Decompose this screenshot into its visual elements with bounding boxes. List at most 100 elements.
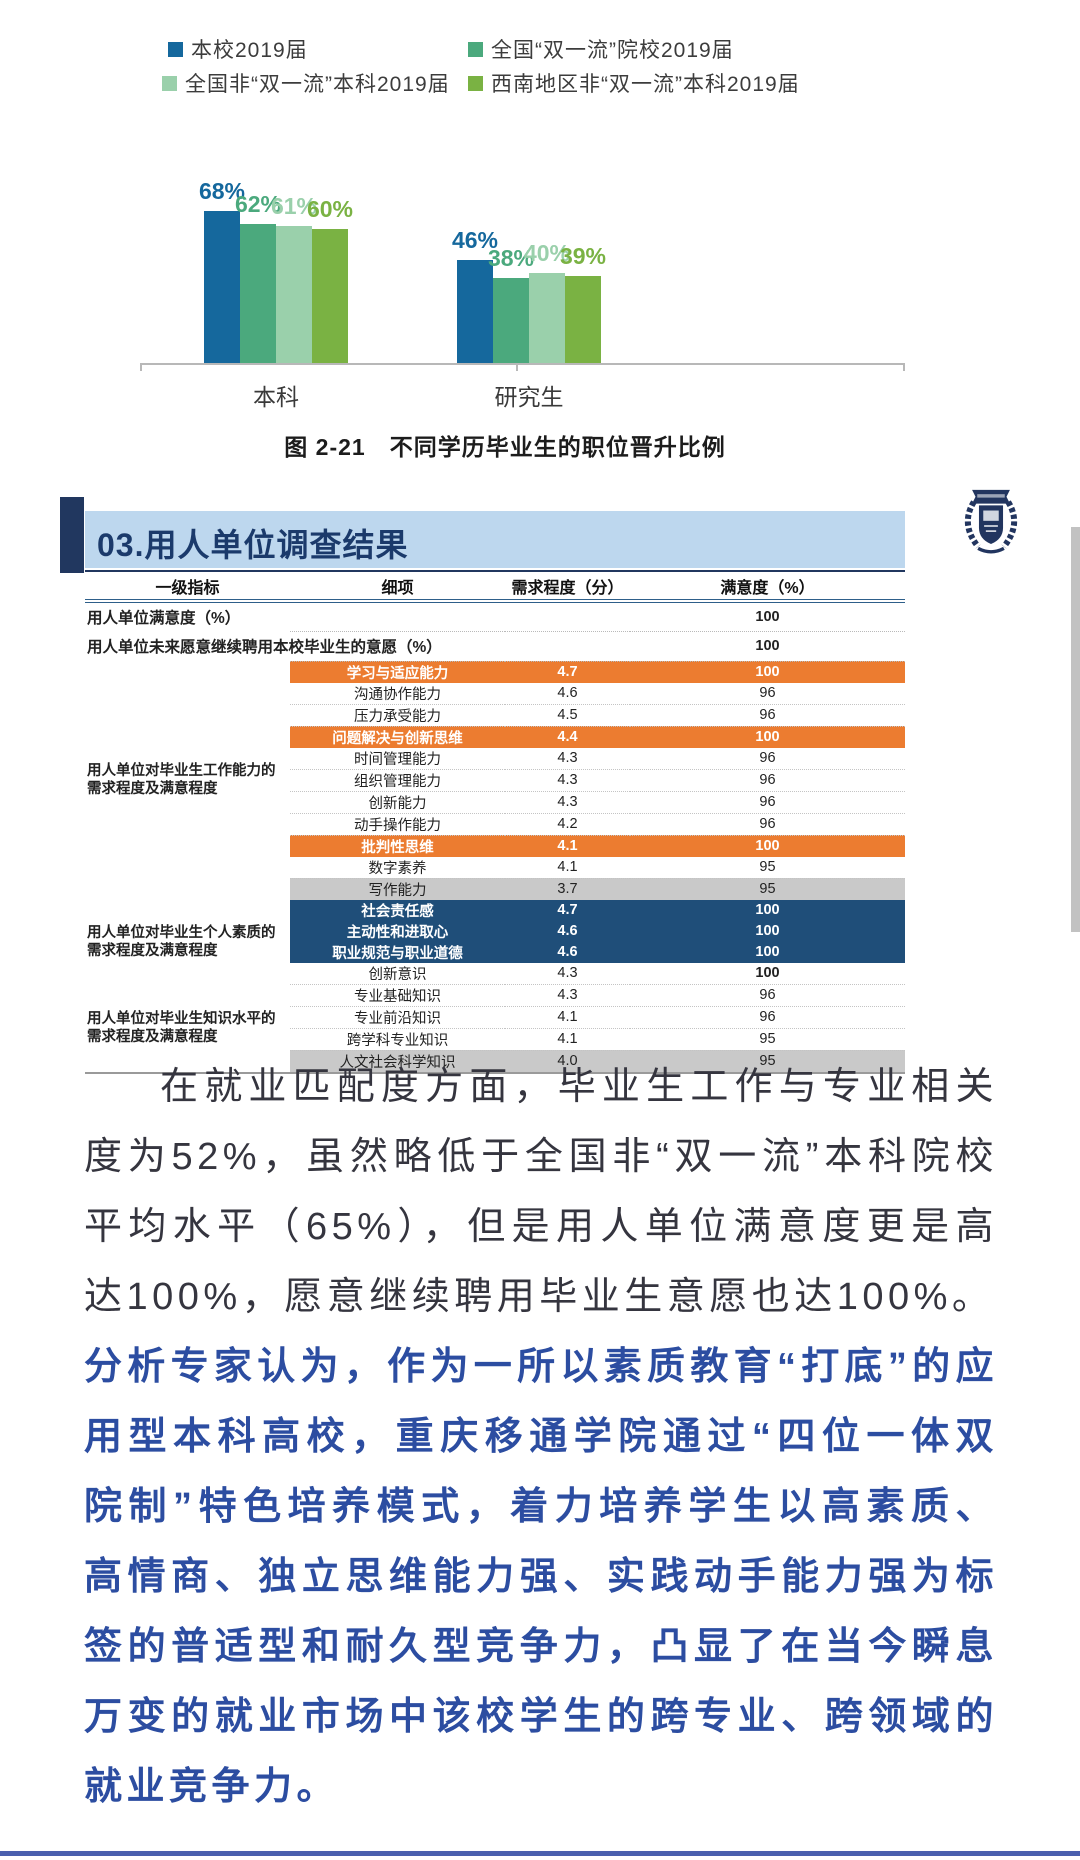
item-cell: 职业规范与职业道德 bbox=[290, 941, 505, 963]
section-accent-block bbox=[60, 497, 84, 573]
score-cell: 4.6 bbox=[505, 920, 630, 942]
score-cell: 4.1 bbox=[505, 835, 630, 857]
item-cell: 问题解决与创新思维 bbox=[290, 726, 505, 748]
bar-value-label: 38% bbox=[487, 245, 535, 271]
chart-bar bbox=[493, 278, 529, 363]
table-row: 用人单位未来愿意继续聘用本校毕业生的意愿（%） 100 bbox=[85, 631, 905, 662]
score-cell: 4.1 bbox=[505, 1028, 630, 1051]
table-row: 组织管理能力 4.3 96 bbox=[85, 769, 905, 792]
chart-bar bbox=[312, 229, 348, 363]
satisfaction-cell: 95 bbox=[630, 1028, 905, 1051]
x-axis-label: 本科 bbox=[253, 384, 299, 410]
item-cell: 专业前沿知识 bbox=[290, 1006, 505, 1029]
column-header: 需求程度（分） bbox=[505, 571, 630, 603]
legend-item: 本校2019届 bbox=[168, 36, 308, 62]
table-row: 创新能力 4.3 96 bbox=[85, 791, 905, 814]
laurel-right bbox=[1001, 500, 1018, 549]
item-cell: 数字素养 bbox=[290, 856, 505, 879]
score-cell: 4.7 bbox=[505, 899, 630, 921]
legend-color-swatch bbox=[168, 41, 183, 57]
item-cell: 时间管理能力 bbox=[290, 747, 505, 770]
score-cell: 4.1 bbox=[505, 856, 630, 879]
score-cell: 4.6 bbox=[505, 941, 630, 963]
laurel-tie bbox=[977, 546, 1005, 554]
satisfaction-cell: 100 bbox=[630, 920, 905, 942]
satisfaction-cell: 96 bbox=[630, 1006, 905, 1029]
paragraph-employment-match: 在就业匹配度方面，毕业生工作与专业相关度为52%，虽然略低于全国非“双一流”本科… bbox=[84, 1066, 998, 1318]
table-row: 人文社会科学知识 4.0 95 bbox=[85, 1050, 905, 1073]
score-cell: 4.4 bbox=[505, 726, 630, 748]
paragraph-expert-analysis: 分析专家认为，作为一所以素质教育“打底”的应用型本科高校，重庆移通学院通过“四位… bbox=[84, 1346, 998, 1808]
section-title-band bbox=[85, 511, 905, 568]
score-cell: 4.3 bbox=[505, 747, 630, 770]
satisfaction-cell: 100 bbox=[630, 601, 905, 632]
satisfaction-cell: 95 bbox=[630, 856, 905, 879]
bar-value-label: 60% bbox=[306, 196, 354, 222]
table-row: 用人单位满意度（%） 100 bbox=[85, 601, 905, 632]
score-cell: 4.3 bbox=[505, 962, 630, 985]
section-title: 03.用人单位调查结果 bbox=[97, 527, 409, 563]
satisfaction-cell: 100 bbox=[630, 941, 905, 963]
chart-bar bbox=[457, 260, 493, 363]
satisfaction-cell: 96 bbox=[630, 769, 905, 792]
item-cell: 创新意识 bbox=[290, 962, 505, 985]
legend-color-swatch bbox=[468, 75, 483, 91]
table-row: 主动性和进取心 4.6 100 bbox=[85, 920, 905, 942]
satisfaction-cell: 95 bbox=[630, 878, 905, 900]
item-cell: 专业基础知识 bbox=[290, 984, 505, 1007]
indicator-group-cell: 用人单位对毕业生知识水平的需求程度及满意程度 bbox=[87, 1010, 276, 1045]
item-cell bbox=[290, 631, 505, 662]
column-header: 细项 bbox=[290, 571, 505, 603]
score-cell: 4.5 bbox=[505, 704, 630, 727]
table-row: 时间管理能力 4.3 96 bbox=[85, 747, 905, 770]
table-row: 数字素养 4.1 95 bbox=[85, 856, 905, 879]
legend-color-swatch bbox=[468, 41, 483, 57]
score-cell: 4.3 bbox=[505, 769, 630, 792]
legend-label: 西南地区非“双一流”本科2019届 bbox=[491, 73, 800, 96]
satisfaction-cell: 100 bbox=[630, 835, 905, 857]
x-axis-line bbox=[140, 363, 905, 365]
score-cell: 4.0 bbox=[505, 1050, 630, 1073]
bar-chart: 68% 62% 61% 60% 本科 46% 38% 40% 39% 研究生 bbox=[0, 130, 1080, 440]
chart-bar bbox=[276, 226, 312, 363]
body-text: 在就业匹配度方面，毕业生工作与专业相关度为52%，虽然略低于全国非“双一流”本科… bbox=[84, 1052, 998, 1822]
table-row: 用人单位对毕业生个人素质的需求程度及满意程度 社会责任感 4.7 100 bbox=[85, 899, 905, 959]
university-emblem-logo bbox=[964, 489, 1018, 554]
axis-tick bbox=[140, 363, 142, 371]
table-row: 沟通协作能力 4.6 96 bbox=[85, 682, 905, 705]
bar-value-label: 40% bbox=[523, 240, 571, 266]
item-cell: 写作能力 bbox=[290, 878, 505, 900]
satisfaction-cell: 100 bbox=[630, 631, 905, 662]
satisfaction-cell: 96 bbox=[630, 984, 905, 1007]
legend-item: 全国“双一流”院校2019届 bbox=[468, 36, 734, 62]
score-cell: 4.3 bbox=[505, 791, 630, 814]
chart-bar bbox=[565, 276, 601, 363]
chart-bar bbox=[204, 211, 240, 363]
legend-label: 全国“双一流”院校2019届 bbox=[491, 39, 734, 62]
item-cell: 动手操作能力 bbox=[290, 813, 505, 836]
item-cell: 社会责任感 bbox=[290, 899, 505, 921]
legend-color-swatch bbox=[162, 75, 177, 91]
item-cell: 学习与适应能力 bbox=[290, 661, 505, 683]
legend-item: 全国非“双一流”本科2019届 bbox=[162, 70, 450, 96]
item-cell: 组织管理能力 bbox=[290, 769, 505, 792]
scrollbar-thumb[interactable] bbox=[1071, 527, 1080, 932]
item-cell bbox=[290, 601, 505, 632]
bar-value-label: 61% bbox=[270, 193, 318, 219]
legend-label: 本校2019届 bbox=[191, 39, 308, 62]
bar-value-label: 68% bbox=[198, 178, 246, 204]
x-axis-label: 研究生 bbox=[494, 384, 564, 410]
table-row: 跨学科专业知识 4.1 95 bbox=[85, 1028, 905, 1051]
axis-tick bbox=[903, 363, 905, 371]
indicator-cell: 用人单位满意度（%） bbox=[87, 610, 241, 627]
bar-value-label: 46% bbox=[451, 227, 499, 253]
indicator-cell: 用人单位未来愿意继续聘用本校毕业生的意愿（%） bbox=[87, 639, 442, 656]
chart-bar bbox=[240, 224, 276, 363]
table-row: 用人单位对毕业生工作能力的需求程度及满意程度 学习与适应能力 4.7 100 bbox=[85, 661, 905, 797]
satisfaction-cell: 100 bbox=[630, 661, 905, 683]
score-cell: 4.1 bbox=[505, 1006, 630, 1029]
table-row: 专业前沿知识 4.1 96 bbox=[85, 1006, 905, 1029]
indicator-group-cell: 用人单位对毕业生工作能力的需求程度及满意程度 bbox=[87, 763, 276, 798]
score-cell bbox=[505, 631, 630, 662]
